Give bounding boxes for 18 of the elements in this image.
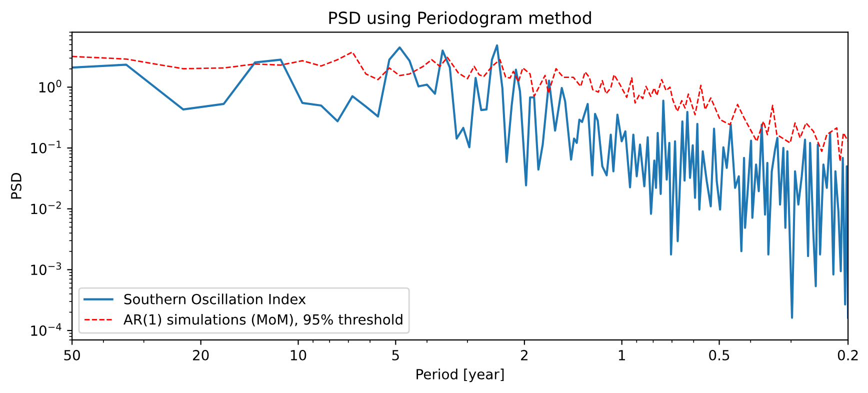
y-tick-label: 10$^{−1}$ [31, 140, 61, 154]
x-tick-label: 50 [64, 350, 80, 360]
y-tick-label: 10$^{0}$ [39, 80, 62, 93]
legend-label: AR(1) simulations (MoM), 95% threshold [124, 314, 402, 326]
y-axis-title: PSD [10, 172, 22, 199]
y-tick-label: 10$^{−2}$ [31, 201, 61, 214]
x-tick-label: 0.5 [709, 350, 730, 360]
y-tick-label: 10$^{−4}$ [31, 323, 62, 336]
x-tick-label: 1 [618, 350, 625, 360]
x-tick-label: 10 [290, 350, 306, 360]
legend-label: Southern Oscillation Index [124, 294, 306, 304]
x-tick-label: 5 [392, 350, 399, 360]
x-axis-title: Period [year] [416, 368, 504, 382]
chart-title: PSD using Periodogram method [329, 11, 591, 28]
y-tick-label: 10$^{−3}$ [31, 262, 62, 276]
x-tick-label: 20 [193, 350, 209, 360]
x-tick-label: 2 [521, 350, 528, 360]
x-tick-label: 0.2 [838, 350, 858, 360]
